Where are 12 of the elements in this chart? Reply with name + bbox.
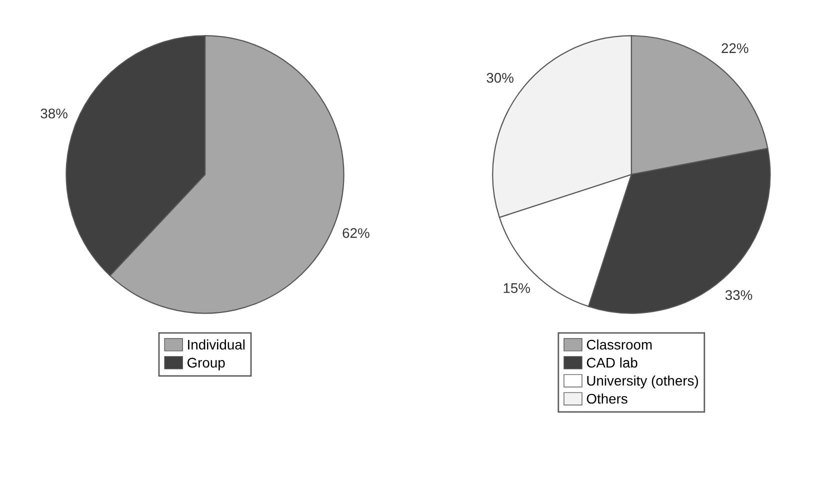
legend-label: Classroom <box>586 339 652 350</box>
legend-label: CAD lab <box>586 357 638 368</box>
data-label: 15% <box>504 283 530 294</box>
legend-label: Group <box>187 358 225 370</box>
data-label: 30% <box>486 72 514 83</box>
legend-label: Individual <box>188 339 245 350</box>
legend-label: Others <box>586 393 628 404</box>
data-label: 38% <box>40 108 68 118</box>
data-label: 62% <box>342 228 370 238</box>
legend-label: University (others) <box>587 375 698 388</box>
data-label: 33% <box>725 290 752 300</box>
data-label: 22% <box>722 43 748 54</box>
